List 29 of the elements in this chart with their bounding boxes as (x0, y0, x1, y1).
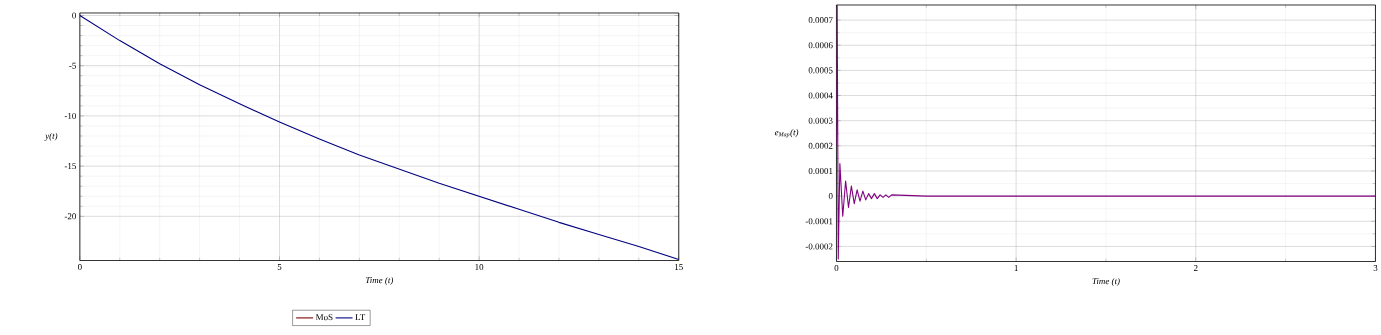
y-tick-label: -0.0001 (805, 218, 833, 225)
y-tick-label: 0.0006 (808, 42, 833, 49)
y-axis-title: y(t) (44, 132, 58, 141)
y-tick-label: 0 (72, 12, 76, 19)
y-tick-label: 0.0004 (808, 92, 833, 99)
y-tick-label: -0.0002 (805, 243, 833, 250)
legend-label: LT (355, 314, 366, 320)
y-tick-label: 0.0005 (808, 67, 833, 74)
y-tick-label: -20 (64, 213, 76, 220)
y-tick-label: 0.0001 (808, 167, 833, 174)
x-tick-label: 5 (277, 263, 282, 270)
y-axis-title: e$_{Map}$(t) (774, 128, 799, 138)
y-tick-label: -15 (64, 162, 76, 169)
x-axis-title: Time (t) (1092, 277, 1120, 286)
y-tick-label: -5 (69, 62, 76, 69)
x-tick-label: 15 (675, 263, 683, 270)
x-tick-label: 2 (1193, 264, 1198, 271)
x-tick-label: 3 (1373, 264, 1378, 271)
y-tick-label: 0.0002 (808, 142, 833, 149)
y-tick-label: 0.0007 (808, 16, 833, 23)
legend-label: MoS (315, 314, 333, 321)
x-tick-label: 10 (475, 263, 484, 270)
y-tick-label: 0.0003 (808, 117, 833, 124)
y-tick-label: -10 (64, 112, 76, 119)
y-tick-label: 0 (828, 192, 833, 199)
x-tick-label: 1 (1014, 264, 1018, 271)
x-tick-label: 0 (834, 264, 839, 271)
x-axis-title: Time (t) (365, 276, 394, 285)
x-tick-label: 0 (77, 263, 82, 270)
